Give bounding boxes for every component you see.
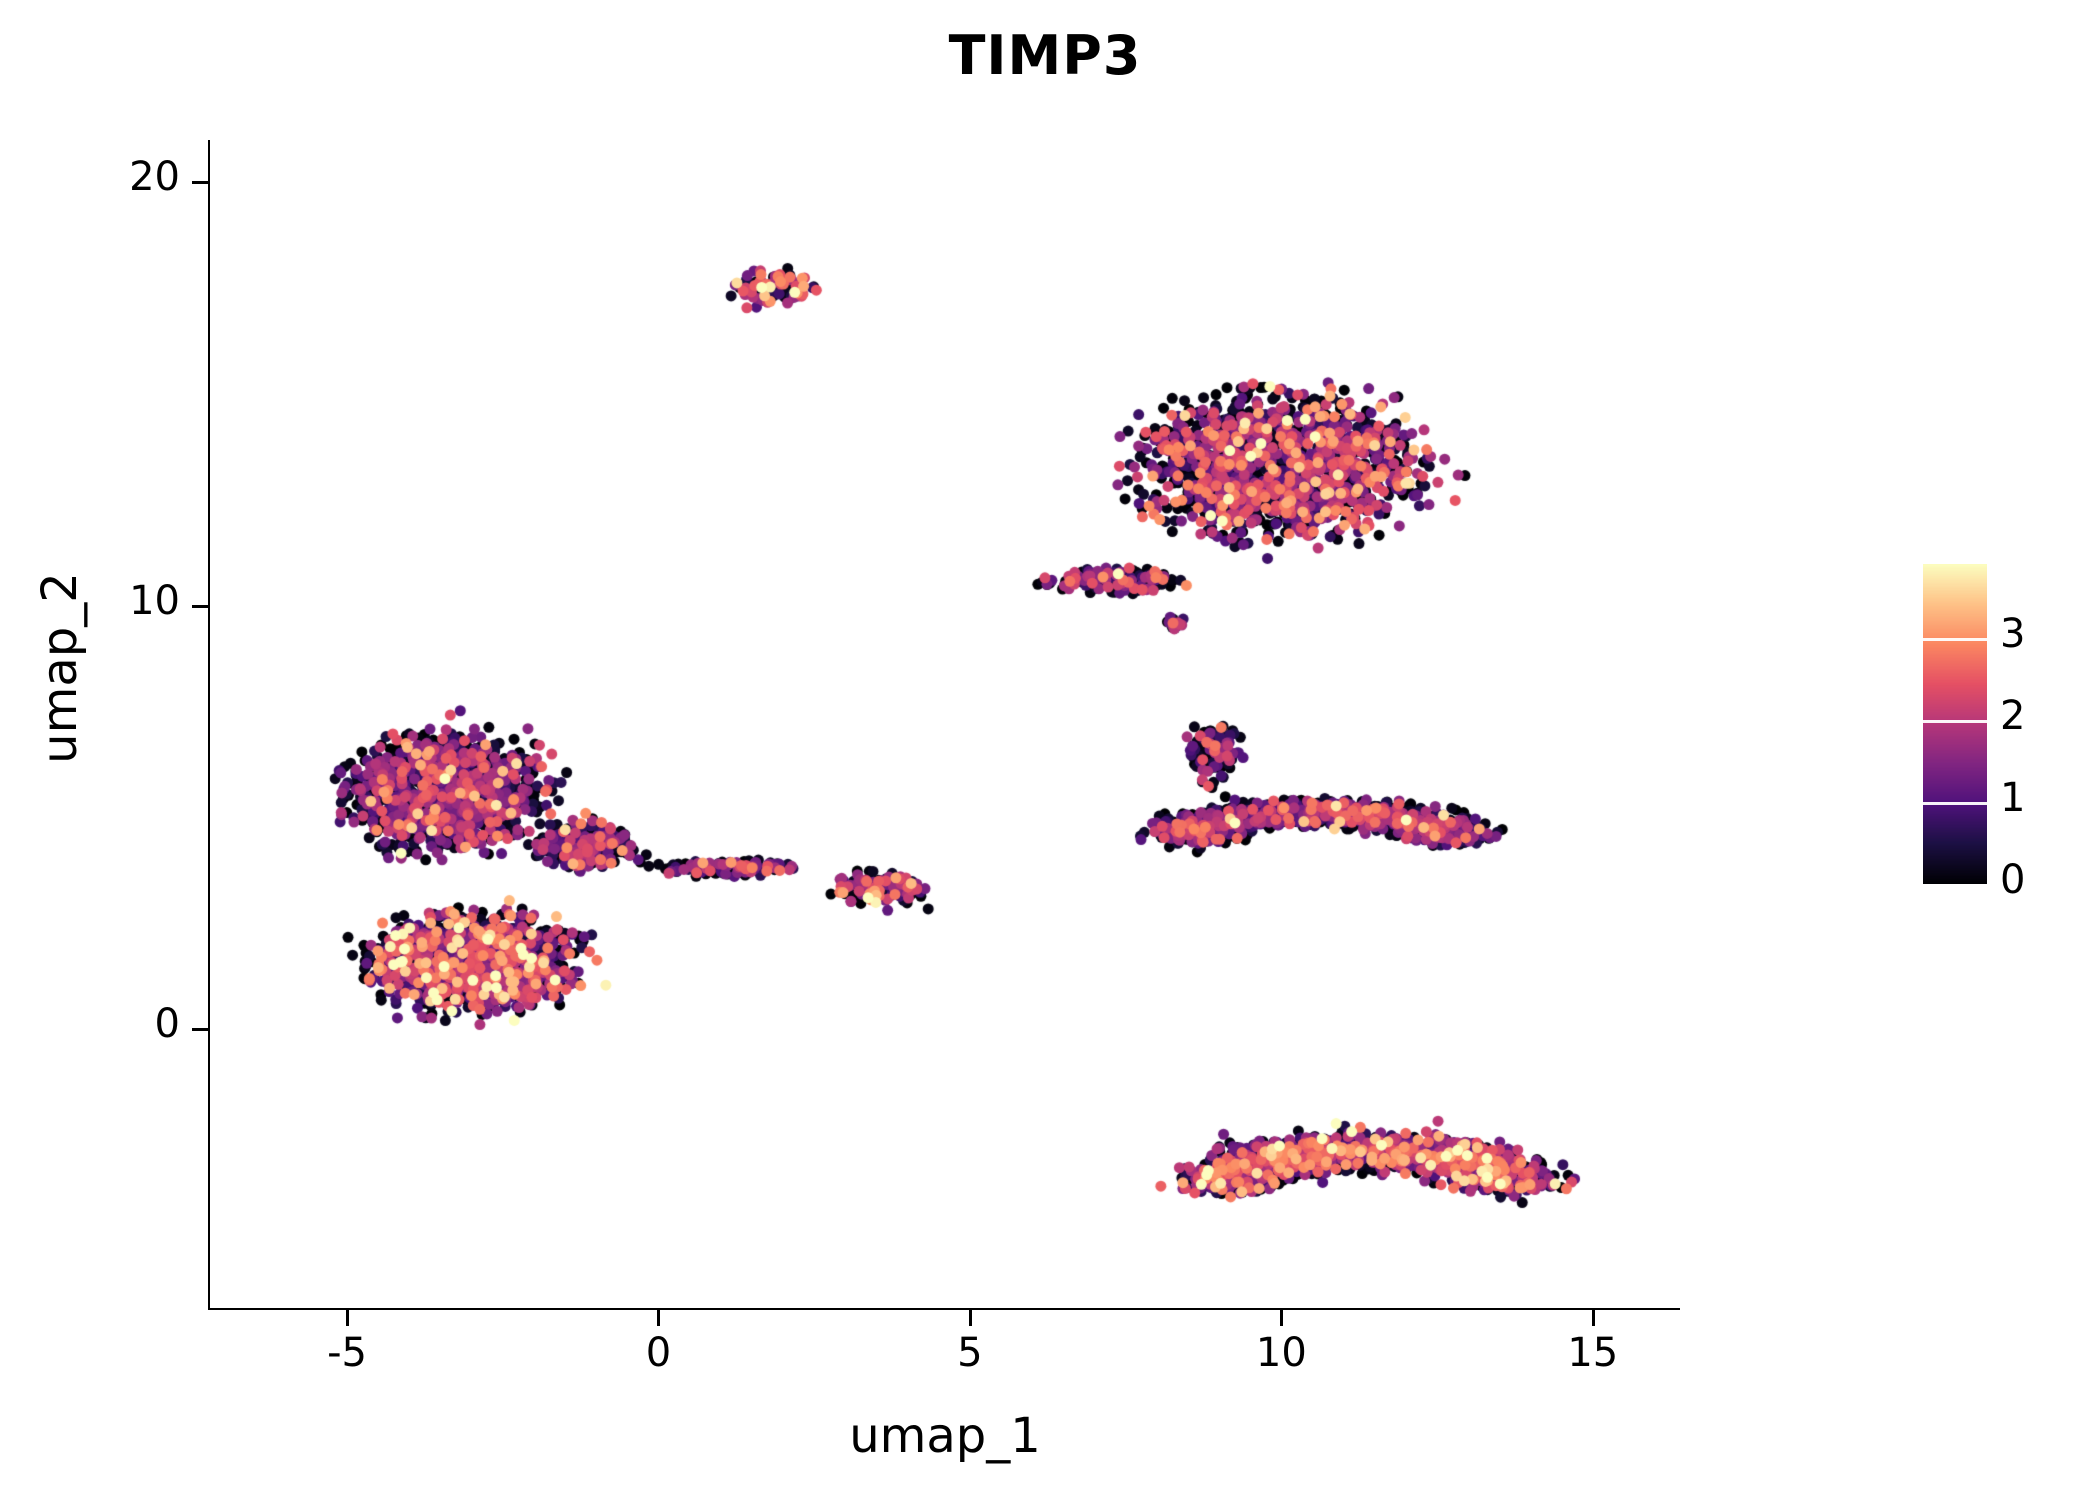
x-tick-mark xyxy=(1280,1310,1284,1326)
colorbar xyxy=(1923,564,1987,884)
x-tick-mark xyxy=(657,1310,661,1326)
x-tick-label: 10 xyxy=(1255,1330,1307,1376)
x-tick-label: 5 xyxy=(957,1330,983,1376)
colorbar-tick-label: 0 xyxy=(2000,857,2026,903)
x-tick-mark xyxy=(968,1310,972,1326)
x-tick-label: -5 xyxy=(327,1330,367,1376)
x-tick-label: 0 xyxy=(645,1330,672,1376)
chart-title: TIMP3 xyxy=(948,24,1142,87)
colorbar-tick-label: 3 xyxy=(2000,610,2026,657)
colorbar-tick-mark xyxy=(1923,801,1987,805)
colorbar-tick-label: 2 xyxy=(2000,692,2026,739)
colorbar-tick-label: 1 xyxy=(2000,774,2026,821)
x-tick-mark xyxy=(346,1310,350,1326)
colorbar-gradient xyxy=(1923,564,1987,884)
plot-area xyxy=(210,140,1680,1308)
x-axis-label: umap_1 xyxy=(849,1408,1041,1464)
colorbar-tick-mark xyxy=(1923,637,1987,641)
y-tick-mark xyxy=(192,1027,208,1031)
y-tick-mark xyxy=(192,604,208,608)
y-tick-label: 10 xyxy=(129,577,180,624)
x-tick-label: 15 xyxy=(1567,1330,1619,1376)
colorbar-tick-mark xyxy=(1923,719,1987,723)
y-axis-label: umap_2 xyxy=(32,572,88,764)
y-tick-label: 20 xyxy=(129,154,180,201)
x-tick-mark xyxy=(1591,1310,1595,1326)
scatter-points xyxy=(210,140,1680,1308)
x-axis-spine xyxy=(208,1306,1680,1310)
y-tick-label: 0 xyxy=(154,1000,180,1047)
y-tick-mark xyxy=(192,181,208,185)
